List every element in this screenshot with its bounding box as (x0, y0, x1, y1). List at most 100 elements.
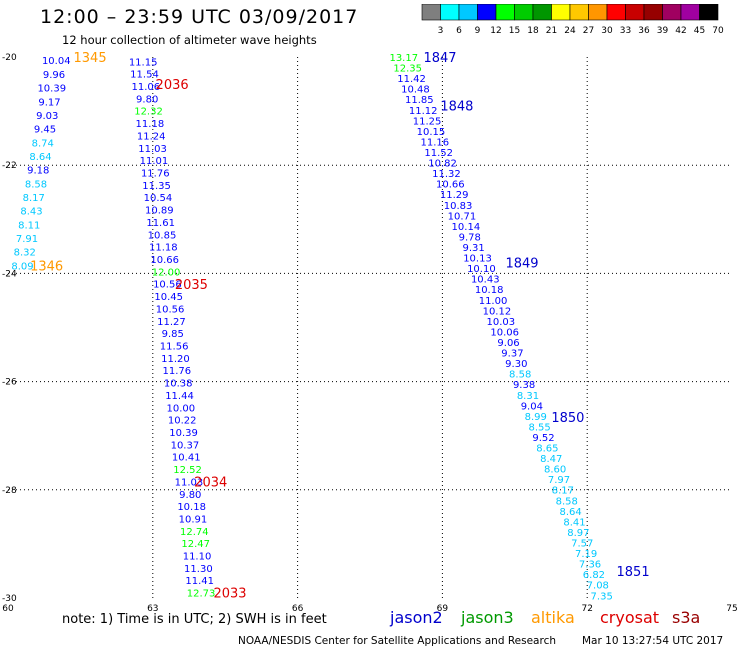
x-tick-label: 66 (292, 604, 304, 614)
swh-value-jason2: 10.13 (463, 254, 492, 265)
swh-value-jason2: 8.55 (528, 422, 550, 433)
swh-value-cryosat: 11.24 (137, 131, 166, 142)
swh-value-cryosat: 12.47 (181, 539, 210, 550)
swh-value-jason2: 10.15 (417, 127, 446, 138)
swh-value-cryosat: 11.30 (184, 564, 213, 575)
time-label-altika: 1345 (74, 51, 107, 66)
time-label-altika: 1346 (30, 259, 63, 274)
y-tick-label: -28 (2, 486, 17, 496)
swh-value-jason2: 8.47 (540, 454, 562, 465)
time-label-jason2: 1848 (440, 100, 473, 115)
swh-value-jason2: 13.17 (389, 53, 418, 64)
swh-value-altika: 10.04 (42, 56, 71, 67)
x-tick-label: 60 (2, 604, 14, 614)
swh-value-jason2: 8.17 (552, 486, 574, 497)
legend-jason3: jason3 (461, 608, 514, 627)
footnote: note: 1) Time is in UTC; 2) SWH is in fe… (62, 612, 327, 627)
swh-value-jason2: 8.64 (560, 507, 582, 518)
colorbar-label: 15 (509, 26, 520, 36)
colorbar-label: 6 (456, 26, 462, 36)
swh-value-cryosat: 10.91 (179, 514, 208, 525)
swh-value-cryosat: 10.22 (168, 416, 197, 427)
colorbar-label: 45 (694, 26, 705, 36)
swh-value-jason2: 9.78 (459, 232, 481, 243)
x-tick-label: 72 (581, 604, 592, 614)
colorbar-label: 24 (564, 26, 576, 36)
legend-altika: altika (531, 608, 575, 627)
swh-value-jason2: 10.06 (490, 327, 519, 338)
swh-value-jason2: 9.06 (497, 338, 519, 349)
colorbar-label: 70 (712, 26, 724, 36)
swh-value-cryosat: 10.41 (172, 453, 201, 464)
swh-value-jason2: 8.31 (517, 391, 539, 402)
swh-value-cryosat: 11.03 (138, 144, 167, 155)
time-label-cryosat: 2033 (213, 587, 246, 602)
swh-value-cryosat: 11.56 (160, 341, 189, 352)
swh-value-jason2: 9.52 (532, 433, 554, 444)
swh-value-jason2: 8.97 (567, 528, 589, 539)
colorbar-label: 3 (438, 26, 444, 36)
swh-value-jason2: 11.16 (421, 137, 450, 148)
swh-value-jason2: 10.71 (448, 211, 477, 222)
swh-value-jason2: 10.83 (444, 201, 473, 212)
time-label-cryosat: 2034 (194, 476, 227, 491)
x-tick-label: 63 (147, 604, 158, 614)
swh-value-cryosat: 10.38 (164, 379, 193, 390)
swh-value-cryosat: 10.54 (144, 193, 173, 204)
swh-value-cryosat: 10.56 (153, 280, 182, 291)
legend-s3a: s3a (672, 608, 701, 627)
swh-value-jason2: 11.12 (409, 106, 438, 117)
swh-value-cryosat: 11.18 (136, 119, 165, 130)
swh-value-jason2: 10.12 (483, 306, 512, 317)
colorbar-label: 42 (675, 26, 686, 36)
swh-value-jason2: 7.57 (571, 539, 593, 550)
swh-value-cryosat: 11.15 (129, 57, 158, 68)
swh-value-cryosat: 10.39 (169, 428, 198, 439)
time-label-jason2: 1851 (617, 565, 650, 580)
swh-value-jason2: 7.35 (591, 591, 613, 602)
swh-value-jason2: 8.65 (536, 444, 558, 455)
swh-value-jason2: 11.52 (424, 148, 453, 159)
swh-value-jason2: 6.82 (583, 570, 605, 581)
swh-value-cryosat: 9.85 (162, 329, 184, 340)
swh-value-cryosat: 11.03 (175, 477, 204, 488)
swh-value-jason2: 10.48 (401, 85, 430, 96)
y-tick-label: -20 (2, 53, 17, 63)
y-tick-label: -22 (2, 161, 17, 171)
swh-value-cryosat: 10.37 (171, 440, 200, 451)
colorbar-label: 33 (620, 26, 631, 36)
colorbar-label: 39 (657, 26, 669, 36)
swh-value-altika: 7.91 (16, 234, 38, 245)
swh-value-cryosat: 11.06 (132, 82, 161, 93)
swh-value-cryosat: 11.41 (185, 576, 214, 587)
swh-value-jason2: 9.31 (462, 243, 484, 254)
swh-value-jason2: 11.29 (440, 190, 469, 201)
swh-value-altika: 8.32 (14, 248, 36, 259)
swh-value-jason2: 11.25 (413, 116, 442, 127)
time-label-cryosat: 2035 (175, 278, 208, 293)
swh-value-cryosat: 12.74 (180, 527, 209, 538)
swh-value-cryosat: 11.27 (157, 317, 186, 328)
swh-value-jason2: 7.36 (579, 560, 601, 571)
swh-value-jason2: 8.99 (525, 412, 547, 423)
swh-value-altika: 8.17 (23, 193, 45, 204)
swh-value-cryosat: 11.20 (161, 354, 190, 365)
chart-title: 12:00 – 23:59 UTC 03/09/2017 (40, 6, 359, 28)
swh-value-altika: 9.18 (27, 166, 49, 177)
swh-value-cryosat: 11.35 (142, 181, 171, 192)
swh-value-jason2: 10.66 (436, 180, 465, 191)
swh-value-cryosat: 10.66 (150, 255, 179, 266)
swh-value-cryosat: 11.76 (163, 366, 192, 377)
swh-value-cryosat: 11.44 (165, 391, 194, 402)
swh-value-cryosat: 12.73 (187, 589, 216, 600)
colorbar-label: 36 (638, 26, 650, 36)
colorbar-label: 27 (583, 26, 594, 36)
swh-value-cryosat: 10.00 (167, 403, 196, 414)
swh-value-cryosat: 10.85 (148, 230, 177, 241)
swh-value-altika: 8.11 (18, 220, 40, 231)
swh-value-altika: 8.09 (11, 261, 33, 272)
x-tick-label: 69 (437, 604, 449, 614)
colorbar-label: 30 (601, 26, 613, 36)
swh-value-altika: 9.17 (38, 97, 60, 108)
y-tick-label: -30 (2, 594, 17, 604)
